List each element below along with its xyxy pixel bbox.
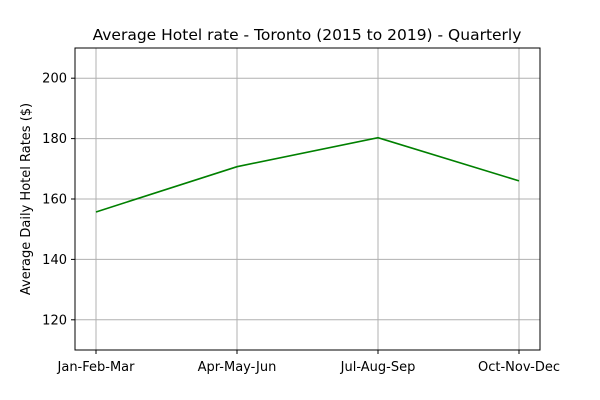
axis-ticks: Jan-Feb-Mar Apr-May-Jun Jul-Aug-Sep Oct-Nov… — [42, 72, 560, 375]
y-tick-label: 140 — [42, 253, 67, 268]
y-tick-label: 180 — [42, 132, 67, 147]
y-axis-label: Average Daily Hotel Rates ($) — [19, 103, 34, 295]
series-group — [95, 136, 520, 213]
x-tick-label: Jan-Feb-Mar — [57, 360, 136, 375]
series-line — [95, 136, 520, 213]
x-tick-label: Oct-Nov-Dec — [478, 360, 560, 375]
chart-title: Average Hotel rate - Toronto (2015 to 20… — [93, 26, 522, 44]
grid-lines — [75, 48, 540, 350]
x-tick-label: Apr-May-Jun — [198, 360, 277, 375]
y-tick-label: 160 — [42, 193, 67, 208]
y-tick-label: 200 — [42, 72, 67, 87]
x-tick-label: Jul-Aug-Sep — [340, 360, 416, 375]
y-tick-label: 120 — [42, 313, 67, 328]
